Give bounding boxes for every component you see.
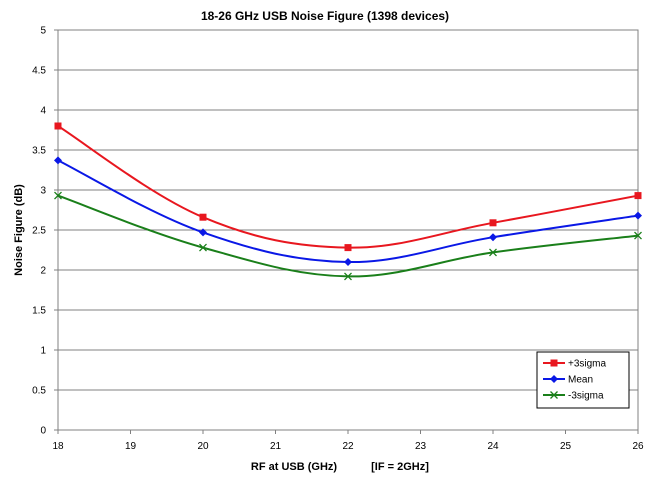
chart-title: 18-26 GHz USB Noise Figure (1398 devices… — [201, 9, 449, 23]
y-tick-label: 2.5 — [32, 226, 46, 237]
legend-label: Mean — [568, 375, 593, 386]
y-tick-label: 2 — [40, 266, 46, 277]
y-axis-label: Noise Figure (dB) — [13, 184, 25, 276]
legend-item-Mean: Mean — [543, 375, 593, 386]
x-axis-ticks: 18 19 20 21 22 23 24 25 26 — [52, 430, 644, 452]
series-+3sigma — [54, 122, 642, 252]
y-axis-ticks: 0 0.5 1 1.5 2 2.5 3 3.5 4 4.5 5 — [32, 26, 58, 437]
x-axis-label: RF at USB (GHz) — [251, 461, 338, 473]
legend-item--3sigma: -3sigma — [543, 391, 604, 402]
data-point-Mean-1 — [199, 228, 207, 237]
x-tick-label: 22 — [342, 441, 354, 452]
data-point--3sigma-4 — [634, 231, 642, 240]
data-point-+3sigma-3 — [489, 219, 497, 227]
y-tick-label: 0.5 — [32, 386, 46, 397]
data-point-+3sigma-0 — [54, 122, 62, 130]
legend-marker-Mean — [550, 375, 558, 383]
x-tick-label: 23 — [415, 441, 427, 452]
legend-marker--3sigma — [550, 391, 558, 399]
data-point-+3sigma-2 — [344, 244, 352, 252]
series-layer — [54, 122, 642, 281]
x-tick-label: 26 — [632, 441, 644, 452]
data-point--3sigma-1 — [199, 243, 207, 252]
y-tick-label: 3.5 — [32, 146, 46, 157]
y-tick-label: 1.5 — [32, 306, 46, 317]
legend: +3sigma Mean -3sigma — [536, 351, 630, 409]
x-axis-note: [IF = 2GHz] — [371, 461, 429, 473]
legend-marker-+3sigma — [550, 359, 558, 367]
gridlines — [58, 69, 638, 391]
series-Mean — [54, 156, 642, 266]
y-tick-label: 4 — [40, 106, 46, 117]
x-tick-label: 24 — [487, 441, 499, 452]
data-point-Mean-0 — [54, 156, 62, 165]
y-tick-label: 0 — [40, 426, 46, 437]
data-point--3sigma-2 — [344, 272, 352, 281]
x-tick-label: 19 — [125, 441, 137, 452]
legend-item-+3sigma: +3sigma — [543, 359, 607, 370]
legend-label: -3sigma — [568, 391, 604, 402]
x-tick-label: 20 — [197, 441, 209, 452]
data-point-+3sigma-1 — [199, 213, 207, 221]
data-point-+3sigma-4 — [634, 192, 642, 200]
y-tick-label: 1 — [40, 346, 46, 357]
data-point-Mean-2 — [344, 258, 352, 266]
data-point-Mean-3 — [489, 233, 497, 242]
x-tick-label: 18 — [52, 441, 64, 452]
series--3sigma — [54, 191, 642, 281]
data-point--3sigma-0 — [54, 191, 62, 200]
data-point-Mean-4 — [634, 211, 642, 220]
legend-label: +3sigma — [568, 359, 607, 370]
y-tick-label: 4.5 — [32, 66, 46, 77]
x-tick-label: 25 — [560, 441, 572, 452]
y-tick-label: 3 — [40, 186, 46, 197]
y-tick-label: 5 — [40, 26, 46, 37]
data-point--3sigma-3 — [489, 248, 497, 257]
x-tick-label: 21 — [270, 441, 282, 452]
